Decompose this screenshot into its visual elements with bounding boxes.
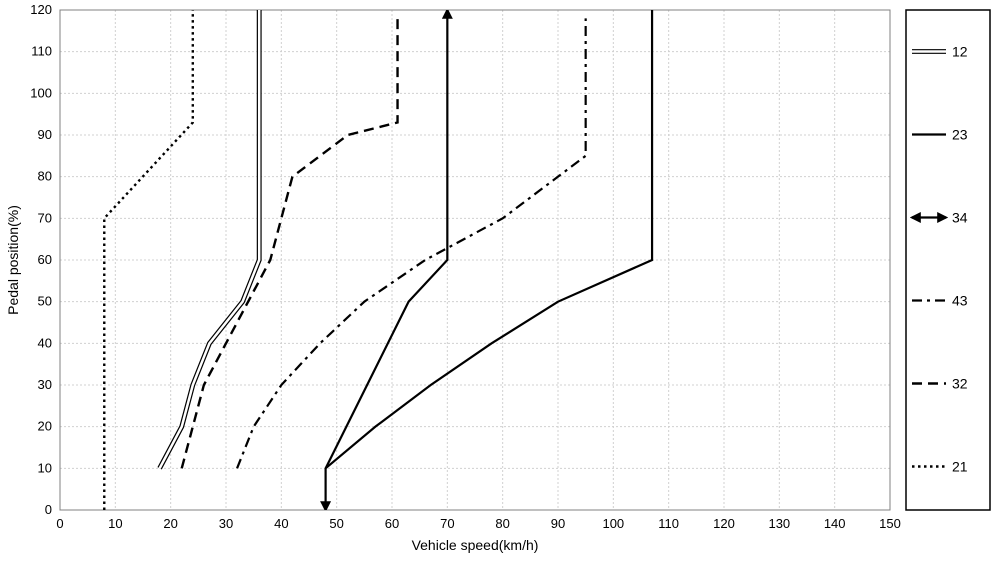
x-tick-label: 20 xyxy=(163,516,177,531)
x-tick-label: 90 xyxy=(551,516,565,531)
x-tick-label: 130 xyxy=(768,516,790,531)
legend-label: 12 xyxy=(952,44,968,60)
legend-label: 43 xyxy=(952,293,968,309)
y-tick-label: 120 xyxy=(30,2,52,17)
y-tick-label: 20 xyxy=(38,419,52,434)
y-tick-label: 60 xyxy=(38,252,52,267)
y-tick-label: 70 xyxy=(38,210,52,225)
chart-container: 0 10 20 30 40 50 60 70 80 90 100 110 120 130 140 150 0 10… xyxy=(0,0,1000,566)
y-tick-label: 30 xyxy=(38,377,52,392)
x-tick-label: 100 xyxy=(602,516,624,531)
y-tick-label: 100 xyxy=(30,85,52,100)
x-tick-label: 30 xyxy=(219,516,233,531)
x-tick-label: 110 xyxy=(658,516,679,531)
y-tick-label: 90 xyxy=(38,127,52,142)
y-tick-label: 0 xyxy=(45,502,52,517)
x-tick-label: 60 xyxy=(385,516,399,531)
x-tick-label: 50 xyxy=(329,516,343,531)
y-tick-label: 80 xyxy=(38,169,52,184)
x-tick-label: 0 xyxy=(56,516,63,531)
y-axis-label: Pedal position(%) xyxy=(5,205,21,315)
x-axis-label: Vehicle speed(km/h) xyxy=(412,537,539,553)
x-tick-label: 140 xyxy=(824,516,846,531)
y-tick-label: 110 xyxy=(31,44,52,59)
x-tick-label: 40 xyxy=(274,516,288,531)
x-tick-label: 120 xyxy=(713,516,735,531)
x-tick-label: 10 xyxy=(108,516,122,531)
legend-label: 23 xyxy=(952,127,968,143)
y-tick-label: 50 xyxy=(38,294,52,309)
x-tick-label: 80 xyxy=(495,516,509,531)
legend-label: 21 xyxy=(952,459,968,475)
x-tick-label: 150 xyxy=(879,516,901,531)
legend-label: 32 xyxy=(952,376,968,392)
y-tick-label: 40 xyxy=(38,335,52,350)
line-chart: 0 10 20 30 40 50 60 70 80 90 100 110 120 130 140 150 0 10… xyxy=(0,0,1000,566)
chart-bg xyxy=(0,0,1000,566)
y-tick-label: 10 xyxy=(38,460,52,475)
x-tick-label: 70 xyxy=(440,516,454,531)
legend-label: 34 xyxy=(952,210,968,226)
